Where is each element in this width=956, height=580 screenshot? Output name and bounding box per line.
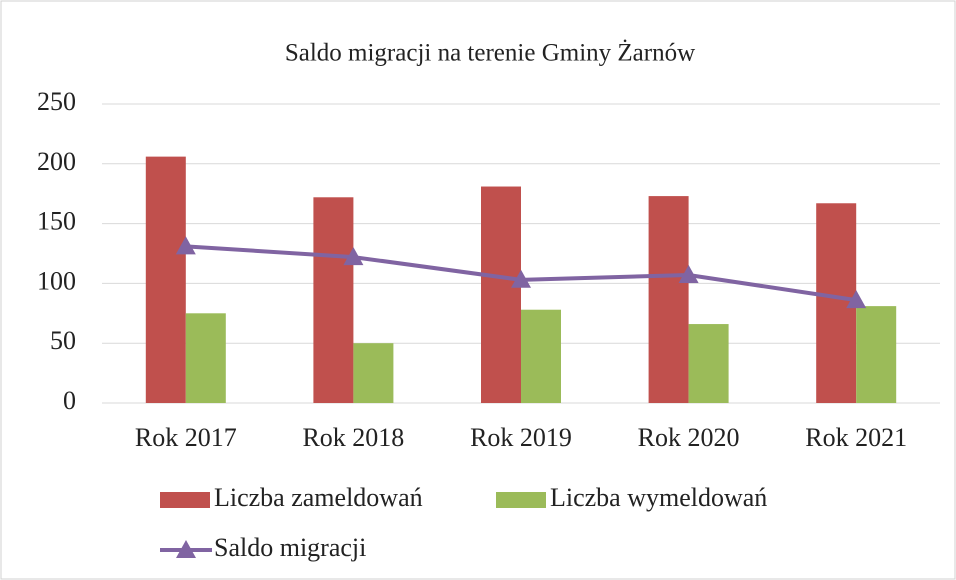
legend-label: Saldo migracji — [214, 533, 366, 562]
y-tick-label: 150 — [37, 207, 76, 236]
x-tick-label: Rok 2020 — [638, 423, 740, 452]
line-marker — [511, 269, 531, 288]
bar — [688, 324, 729, 403]
x-tick-label: Rok 2019 — [470, 423, 572, 452]
bar — [353, 343, 394, 403]
legend-label: Liczba zameldowań — [214, 483, 423, 512]
legend-swatch — [496, 492, 546, 508]
bar — [648, 196, 689, 403]
line-marker — [846, 290, 867, 309]
y-tick-label: 200 — [37, 147, 76, 176]
bar — [521, 309, 561, 403]
y-tick-label: 0 — [63, 386, 76, 415]
bar — [145, 156, 186, 403]
y-tick-label: 50 — [50, 326, 76, 355]
legend-label: Liczba wymeldowań — [550, 483, 767, 512]
bar — [185, 313, 226, 403]
bar — [481, 186, 521, 403]
line-marker — [175, 236, 196, 255]
y-tick-label: 100 — [37, 266, 76, 295]
x-tick-label: Rok 2018 — [302, 423, 404, 452]
y-tick-label: 250 — [37, 87, 76, 116]
legend-swatch — [160, 492, 210, 508]
line-marker — [678, 265, 699, 284]
chart-title: Saldo migracji na terenie Gminy Żarnów — [285, 40, 695, 67]
x-tick-label: Rok 2017 — [135, 423, 237, 452]
bar — [313, 197, 354, 403]
line-marker — [343, 247, 364, 266]
bar — [856, 306, 897, 403]
x-tick-label: Rok 2021 — [805, 423, 907, 452]
legend-marker — [176, 540, 196, 558]
